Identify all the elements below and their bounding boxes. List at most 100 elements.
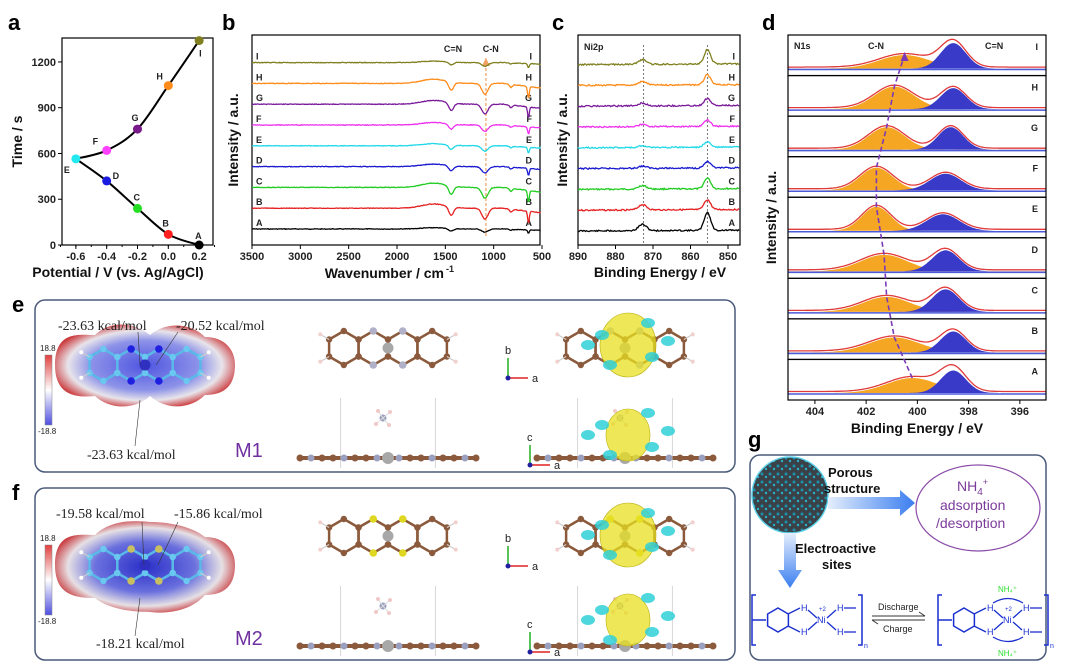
spectrum-H (577, 73, 740, 87)
hydrogen-atom (318, 520, 323, 525)
x-tick-label: 870 (644, 251, 662, 263)
colorbar-min: -18.8 (38, 617, 57, 626)
series-label: F (730, 114, 736, 124)
hetero-atom (127, 377, 135, 385)
hydrogen-atom (555, 359, 560, 364)
electroactive-label: sites (822, 557, 852, 572)
atom (709, 454, 717, 462)
nitrogen-h-label: H (1023, 627, 1030, 637)
hydrogen-atom (206, 550, 211, 555)
hydrogen-atom (374, 422, 378, 426)
series-label: I (732, 52, 735, 62)
series-label-right: D (526, 156, 533, 166)
fit-envelope-D (788, 247, 1046, 271)
spectrum-E (251, 142, 541, 154)
nh4-label: NH4+ (957, 477, 988, 498)
x-tick-label: -0.2 (128, 251, 147, 263)
series-label: B (729, 197, 736, 207)
carbon-atom (100, 545, 107, 553)
colorbar-min: -18.8 (38, 427, 57, 436)
point-label: H (156, 72, 163, 82)
isosurface-cyan (645, 442, 659, 452)
axis-name-vertical: c (527, 432, 533, 444)
carbon-atom (577, 515, 585, 523)
carbon-atom (384, 541, 392, 548)
subplot-frame-I (787, 34, 1047, 77)
series-label-right: G (525, 93, 532, 103)
isosurface-yellow (605, 408, 651, 462)
chart-title: Ni2p (584, 42, 604, 52)
hydrogen-atom (79, 375, 84, 380)
peak-annotation: C=N (444, 44, 462, 54)
c-n-component-B (788, 337, 1046, 353)
carbon-atom (355, 541, 362, 548)
isosurface-cyan (581, 340, 595, 350)
isosurface-cyan (581, 615, 595, 625)
atom (654, 454, 662, 462)
isosurface-cyan (603, 450, 617, 460)
atom (544, 454, 552, 462)
hetero-atom (398, 515, 407, 523)
hetero-atom (398, 549, 407, 557)
hetero-atom (369, 361, 378, 369)
isosurface-cyan (661, 526, 675, 536)
hydrogen-atom (453, 332, 458, 337)
c-n-component-D (788, 254, 1046, 272)
hetero-atom (127, 577, 135, 585)
model-label-m1: M1 (235, 440, 263, 462)
spectrum-I (251, 60, 541, 69)
coordination-bond (807, 609, 818, 619)
hydrogen-atom (613, 409, 617, 413)
spectrum-A (577, 211, 740, 233)
panel-label-b: b (222, 10, 235, 35)
atom (665, 642, 673, 650)
x-tick-label: 0.0 (161, 251, 176, 263)
atom (307, 642, 315, 650)
x-tick-label: 1000 (481, 251, 505, 263)
series-label: F (256, 114, 262, 124)
data-point-C (133, 203, 142, 213)
panel-label-g: g (748, 427, 761, 452)
atom (643, 642, 651, 650)
c-eq-n-component-E (788, 214, 1046, 231)
atom (676, 642, 684, 650)
hetero-atom (155, 377, 163, 385)
atom (329, 454, 337, 462)
series-label: A (729, 218, 736, 228)
series-label: G (1031, 123, 1038, 133)
atom (340, 454, 348, 462)
panel-f: 18.8 -18.8 -19.58 kcal/mol -15.86 kcal/m… (34, 487, 736, 661)
nh4-interaction (992, 597, 1024, 604)
isosurface-cyan (641, 408, 655, 418)
x-tick-label: -0.6 (66, 251, 85, 263)
fit-envelope-A (788, 364, 1046, 393)
fit-envelope-G (788, 124, 1046, 149)
atom (362, 642, 370, 650)
atom (687, 642, 695, 650)
isosurface-cyan (641, 593, 655, 603)
isosurface-cyan (603, 360, 617, 370)
nitrogen-h-label: H (987, 603, 994, 613)
isosurface-cyan (603, 550, 617, 560)
x-tick-label: 3000 (288, 251, 312, 263)
carbon-atom (384, 353, 392, 360)
x-tick-label: 890 (569, 251, 587, 263)
panel-label-c: c (552, 10, 564, 35)
atom (296, 454, 304, 462)
nitrogen-h-label: H (801, 627, 808, 637)
data-point-E (71, 154, 81, 164)
atom (417, 642, 425, 650)
nickel-label: Ni (1003, 615, 1012, 625)
series-label-right: C (526, 176, 533, 186)
carbon-atom (428, 361, 436, 369)
data-point-F (102, 145, 112, 155)
c-n-component-E (788, 206, 1046, 231)
isosurface-cyan (641, 318, 655, 328)
isosurface-yellow (605, 593, 651, 647)
structure-top-view-m2 (318, 515, 458, 557)
spectrum-B (251, 203, 541, 224)
carbon-atom (100, 345, 107, 353)
isosurface-cyan (661, 426, 675, 436)
repeat-unit-n: n (1050, 643, 1054, 650)
atom (373, 454, 381, 462)
